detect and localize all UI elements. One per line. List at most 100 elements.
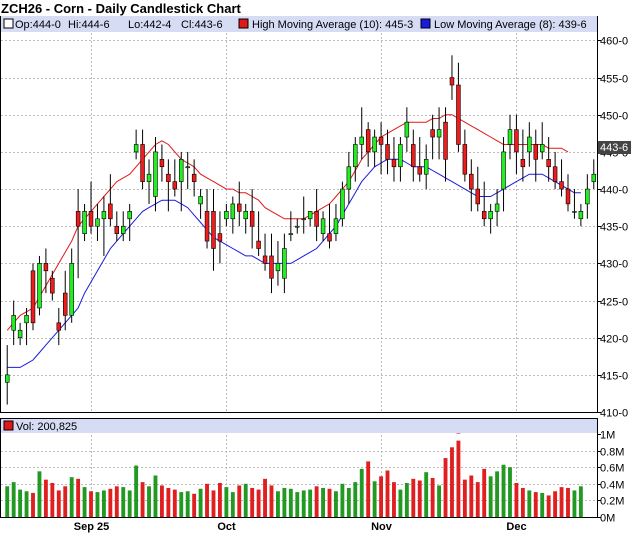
candle-body	[391, 159, 397, 168]
ohlc-low: Lo:442-4	[128, 19, 171, 31]
candle-body	[101, 211, 107, 220]
candle-body	[436, 129, 442, 138]
candle-body	[365, 129, 371, 153]
volume-bar	[501, 464, 506, 517]
volume-bar	[127, 490, 132, 517]
chart-title: ZCH26 - Corn - Daily Candlestick Chart	[1, 1, 241, 16]
volume-tick-label: 0.6M	[600, 463, 624, 475]
volume-bar	[108, 488, 113, 517]
volume-bar	[205, 483, 209, 517]
candle-body	[56, 322, 62, 331]
candle-body	[320, 218, 326, 234]
volume-bar	[95, 492, 100, 517]
volume-tick-label: 0.8M	[600, 447, 624, 459]
price-legend: Op:444-0 Hi:444-6 Lo:442-4 Cl:443-6 High…	[1, 16, 597, 32]
volume-bar	[346, 487, 351, 517]
volume-bar	[495, 471, 500, 517]
candle-body	[275, 263, 281, 272]
volume-bar	[230, 492, 235, 517]
candle-body	[333, 218, 339, 234]
candle-body	[443, 121, 448, 160]
volume-bar	[159, 485, 164, 517]
candle-body	[230, 203, 236, 220]
candle-body	[121, 225, 126, 234]
candle-body	[591, 173, 597, 182]
volume-bar	[282, 487, 287, 517]
volume-bar	[359, 468, 364, 517]
volume-tick-label: 1M	[600, 430, 615, 442]
candle-body	[69, 263, 74, 316]
volume-bar	[56, 490, 61, 517]
candle-body	[533, 144, 538, 160]
volume-bar	[263, 478, 267, 517]
legend-bg	[1, 16, 597, 32]
candle-body	[62, 292, 68, 316]
candle-body	[449, 77, 455, 86]
candle-body	[243, 211, 248, 220]
volume-bar	[424, 472, 429, 517]
candle-body	[75, 211, 81, 227]
candle-body	[140, 144, 145, 182]
volume-bar	[540, 492, 545, 517]
volume-bar	[37, 471, 42, 517]
volume-bar	[172, 489, 177, 517]
candle-body	[262, 255, 268, 264]
volume-bar	[134, 465, 139, 517]
last-price-marker: 443-6	[598, 141, 631, 154]
price-tick-label: 410-0	[600, 408, 628, 420]
candle-body	[204, 211, 210, 242]
candle-body	[488, 211, 493, 220]
ma-low-line	[7, 158, 581, 368]
volume-bar	[514, 482, 519, 517]
ma-low-legend: Low Moving Average (8): 439-6	[434, 19, 587, 31]
price-tick-label: 420-0	[600, 334, 628, 346]
candle-body	[404, 121, 410, 138]
volume-tick-label: 0.2M	[600, 496, 624, 508]
volume-bar	[353, 482, 358, 517]
price-tick-label: 430-0	[600, 259, 628, 271]
candle-body	[217, 233, 223, 242]
date-tick-label: Sep 25	[74, 521, 109, 533]
candle-body	[559, 181, 564, 190]
candle-body	[11, 315, 16, 331]
candle-body	[539, 144, 545, 153]
vol-legend-bg	[1, 419, 597, 433]
ma-low-swatch	[420, 18, 431, 29]
volume-bar	[308, 489, 313, 517]
volume-bar	[43, 479, 48, 517]
volume-bar	[533, 492, 538, 517]
candle-body	[378, 136, 384, 145]
candle-body	[456, 84, 461, 145]
volume-bar	[269, 485, 274, 517]
candle-body	[127, 211, 132, 220]
ohlc-high: Hi:444-6	[68, 19, 110, 31]
volume-bar	[411, 478, 416, 517]
candle-body	[423, 159, 429, 175]
volume-bar	[488, 476, 493, 517]
candle-body	[314, 211, 319, 227]
volume-bar	[392, 482, 396, 517]
volume-bar	[89, 491, 93, 517]
candle-body	[527, 136, 532, 153]
volume-bar	[443, 458, 448, 517]
volume-bar	[578, 486, 583, 517]
candle-body	[17, 329, 23, 338]
volume-bar	[546, 495, 551, 517]
price-tick-label: 415-0	[600, 371, 628, 383]
volume-bar	[166, 487, 171, 517]
candle-body	[411, 144, 416, 168]
volume-bar	[334, 491, 338, 517]
volume-bar	[301, 490, 306, 517]
candle-body	[269, 255, 274, 279]
volume-bar	[417, 480, 422, 517]
candle-body	[359, 136, 364, 145]
candle-body	[43, 263, 49, 272]
volume-bar	[198, 488, 203, 517]
candle-body	[507, 129, 513, 145]
moving-average-lines	[6, 114, 581, 368]
volume-bar	[237, 485, 242, 517]
price-tick-label: 435-0	[600, 222, 628, 234]
price-tick-label: 460-0	[600, 36, 628, 48]
